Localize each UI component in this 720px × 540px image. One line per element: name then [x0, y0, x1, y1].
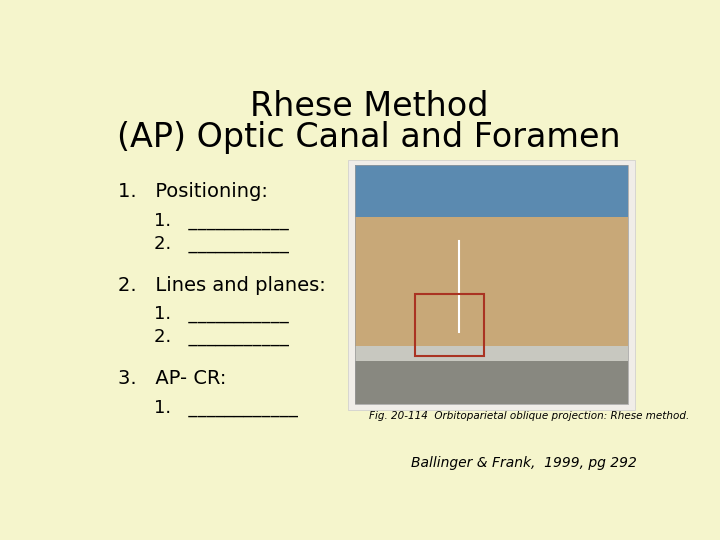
Bar: [415, 294, 484, 356]
Bar: [355, 361, 629, 404]
Text: 2.   Lines and planes:: 2. Lines and planes:: [118, 276, 325, 295]
Text: 1.   ____________: 1. ____________: [154, 399, 298, 417]
Bar: [355, 346, 629, 361]
Text: 1.   ___________: 1. ___________: [154, 305, 289, 323]
Bar: [355, 217, 629, 361]
Text: 3.   AP- CR:: 3. AP- CR:: [118, 369, 226, 388]
Text: Ballinger & Frank,  1999, pg 292: Ballinger & Frank, 1999, pg 292: [411, 456, 637, 470]
Text: 2.   ___________: 2. ___________: [154, 328, 289, 346]
Bar: [355, 165, 629, 404]
Text: 2.   ___________: 2. ___________: [154, 234, 289, 253]
Bar: [348, 160, 635, 410]
Text: Rhese Method: Rhese Method: [250, 90, 488, 123]
Text: Fig. 20-114  Orbitoparietal oblique projection: Rhese method.: Fig. 20-114 Orbitoparietal oblique proje…: [369, 411, 689, 421]
Text: (AP) Optic Canal and Foramen: (AP) Optic Canal and Foramen: [117, 121, 621, 154]
Text: 1.   ___________: 1. ___________: [154, 212, 289, 230]
Bar: [355, 165, 629, 217]
Text: 1.   Positioning:: 1. Positioning:: [118, 182, 268, 201]
